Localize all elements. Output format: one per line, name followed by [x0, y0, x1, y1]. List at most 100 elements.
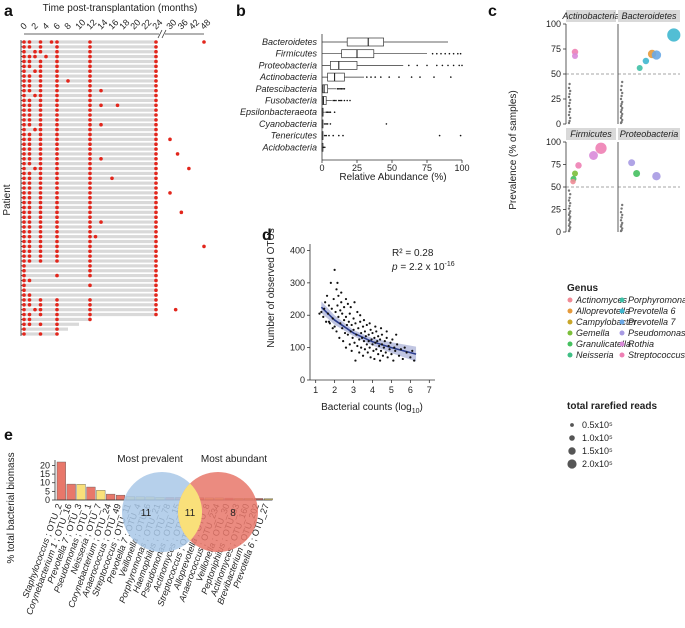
panel-a-sample-point	[88, 230, 92, 234]
panel-a-sample-point	[27, 108, 32, 112]
panel-b-outlier	[448, 52, 451, 55]
panel-a-sample-point	[22, 59, 26, 64]
panel-d-point	[344, 346, 348, 349]
panel-c-size-legend: 0.5x10⁵ 1.0x10⁵ 1.5x10⁵ 2.0x10⁵	[567, 420, 613, 469]
panel-a-sample-point	[55, 166, 59, 171]
panel-d-confidence-band	[321, 301, 417, 362]
panel-a-sample-point	[22, 322, 26, 327]
panel-a-xtick: 4	[40, 21, 51, 32]
panel-a-sample-point	[88, 254, 92, 258]
panel-c-low-point	[619, 97, 623, 101]
panel-c-low-point	[620, 229, 623, 232]
panel-a-sample-point	[154, 273, 158, 278]
panel-d-point	[352, 328, 355, 331]
panel-c-low-point	[568, 211, 571, 215]
venn-left-label: Most prevalent	[117, 454, 183, 465]
panel-a-sample-point	[27, 259, 32, 263]
panel-c-legend-item: Alloprevotella	[575, 306, 630, 316]
panel-c-genus-legend-title: Genus	[567, 283, 599, 294]
panel-d-xlabel: Bacterial counts (log10)	[321, 402, 423, 415]
panel-a-sample-point	[88, 49, 92, 54]
panel-a-sample-point	[38, 93, 43, 98]
panel-a-sample-point	[88, 307, 92, 312]
panel-a-sample-point	[55, 239, 59, 244]
panel-b-outlier	[329, 111, 332, 113]
panel-d-point	[376, 340, 379, 343]
panel-a-sample-point	[88, 298, 92, 302]
panel-a-timeline: Time post-transplantation (months) Patie…	[2, 3, 212, 336]
panel-a-sample-point	[27, 137, 32, 142]
panel-d-point	[323, 307, 326, 310]
panel-a-sample-point	[55, 234, 59, 239]
panel-a-sample-point	[27, 79, 32, 83]
panel-a-sample-point	[154, 40, 158, 44]
panel-a-sample-point	[22, 244, 26, 249]
panel-c-legend-swatch	[619, 308, 625, 314]
panel-d-point	[386, 356, 389, 359]
panel-d-point	[391, 338, 394, 341]
panel-d-point	[409, 356, 412, 359]
panel-b-outlier	[339, 99, 342, 102]
panel-a-sample-point	[154, 49, 158, 54]
panel-a-sample-point	[55, 118, 59, 122]
panel-a-sample-point	[38, 64, 43, 69]
panel-a-sample-point	[27, 98, 32, 103]
panel-a-sample-point	[38, 69, 43, 73]
panel-a-sample-point	[154, 249, 158, 254]
panel-b-outlier	[349, 99, 351, 102]
panel-a-sample-point	[154, 195, 158, 200]
panel-b-outlier	[436, 52, 438, 55]
panel-c-low-point	[620, 216, 623, 219]
panel-a-sample-point	[154, 84, 158, 88]
panel-a-sample-point	[22, 230, 26, 234]
panel-b-outlier	[329, 123, 332, 125]
panel-a-sample-point	[55, 327, 59, 331]
panel-b-outlier	[333, 111, 336, 113]
panel-b-outlier	[342, 134, 344, 137]
panel-d-point	[348, 343, 351, 346]
panel-a-sample-point	[38, 118, 43, 122]
panel-d-point	[342, 340, 345, 343]
panel-a-sample-point	[154, 181, 158, 185]
panel-d-point	[324, 301, 327, 304]
panel-a-sample-point	[55, 157, 59, 161]
panel-b-xtick: 0	[319, 163, 324, 173]
panel-c-low-point	[568, 92, 571, 96]
panel-a-sample-point	[154, 283, 158, 288]
panel-e-bar-sep: ;	[109, 534, 121, 544]
panel-b-x-ticks: 0 25 50 75 100	[319, 34, 470, 173]
panel-e-bar-sep: ;	[90, 534, 102, 544]
panel-a-sample-point	[22, 176, 26, 181]
panel-a-sample-point	[55, 147, 59, 151]
panel-a-sample-point	[27, 74, 32, 78]
panel-c-low-point	[620, 114, 623, 118]
panel-d-point	[375, 330, 378, 333]
panel-e-ytick: 20	[40, 460, 50, 470]
panel-c-low-point	[620, 84, 623, 88]
panel-a-sample-point	[22, 113, 26, 117]
panel-a-sample-point	[154, 147, 158, 151]
panel-a-sample-point	[55, 298, 59, 302]
panel-a-sample-point	[27, 171, 32, 176]
panel-a-sample-point	[88, 273, 92, 278]
panel-a-sample-point	[27, 186, 32, 190]
panel-e-bar-sep: ;	[62, 530, 74, 540]
panel-c-facet-strip	[566, 128, 616, 140]
panel-c-low-point	[569, 107, 572, 111]
panel-a-sample-point	[22, 108, 26, 112]
panel-a-sample-point	[154, 122, 158, 127]
panel-d-point	[364, 335, 367, 338]
panel-c-low-point	[621, 80, 624, 84]
panel-d-point	[348, 312, 351, 315]
panel-d-point	[346, 302, 349, 306]
panel-a-sample-point	[22, 137, 26, 142]
panel-a-sample-point	[55, 200, 59, 205]
panel-b-outlier	[370, 76, 372, 78]
panel-a-sample-point	[88, 186, 92, 190]
panel-a-sample-point	[168, 191, 172, 195]
panel-c-low-point	[568, 82, 571, 86]
panel-a-sample-point	[88, 259, 92, 263]
panel-b-category: Patescibacteria	[255, 84, 317, 94]
panel-a-sample-point	[38, 312, 43, 317]
